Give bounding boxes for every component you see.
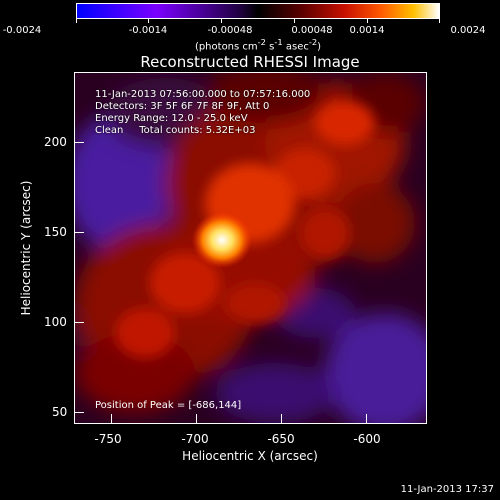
clean-total-counts: Clean Total counts: 5.32E+03 (95, 125, 256, 136)
colorbar-tick-label: -0.00048 (207, 25, 253, 36)
colorbar (76, 3, 440, 19)
rhessi-image-map (75, 73, 426, 423)
colorbar-tick (294, 19, 295, 23)
x-axis-tick (366, 414, 367, 424)
y-tick-label: 50 (52, 405, 68, 419)
colorbar-tick-label: -0.0014 (128, 25, 168, 36)
y-axis-tick (74, 412, 84, 413)
colorbar-tick (148, 19, 149, 23)
colorbar-tick (76, 19, 77, 23)
y-tick-label: 150 (44, 225, 67, 239)
colorbar-tick (439, 19, 440, 23)
y-tick-label: 200 (44, 135, 67, 149)
colorbar-tick (221, 19, 222, 23)
timestamp: 11-Jan-2013 17:37 (400, 484, 494, 495)
y-axis-tick (74, 142, 84, 143)
x-tick-label: -700 (181, 432, 209, 446)
x-axis-tick (281, 414, 282, 424)
x-tick-label: -600 (353, 432, 381, 446)
y-axis-label: Heliocentric Y (arcsec) (19, 180, 33, 316)
colorbar-tick-label: 0.00048 (291, 25, 333, 36)
y-axis-tick (74, 322, 84, 323)
x-tick-label: -750 (94, 432, 122, 446)
x-axis-tick (111, 414, 112, 424)
colorbar-units: (photons cm-2 s-1 asec-2) (194, 37, 322, 53)
colorbar-tick (367, 19, 368, 23)
image-plot: 11-Jan-2013 07:56:00.000 to 07:57:16.000… (74, 72, 427, 424)
x-tick-label: -650 (267, 432, 295, 446)
colorbar-tick-label: 0.0014 (349, 25, 385, 36)
time-range: 11-Jan-2013 07:56:00.000 to 07:57:16.000 (95, 89, 311, 100)
x-axis-label: Heliocentric X (arcsec) (182, 449, 318, 463)
plot-title: Reconstructed RHESSI Image (140, 53, 360, 71)
y-axis-tick (74, 232, 84, 233)
colorbar-tick-label: -0.0024 (2, 25, 42, 36)
colorbar-tick-label: 0.0024 (450, 25, 486, 36)
y-tick-label: 100 (44, 315, 67, 329)
x-axis-tick (196, 414, 197, 424)
peak-position: Position of Peak = [-686,144] (95, 400, 242, 411)
detectors-info: Detectors: 3F 5F 6F 7F 8F 9F, Att 0 (95, 101, 270, 112)
energy-range: Energy Range: 12.0 - 25.0 keV (95, 113, 248, 124)
